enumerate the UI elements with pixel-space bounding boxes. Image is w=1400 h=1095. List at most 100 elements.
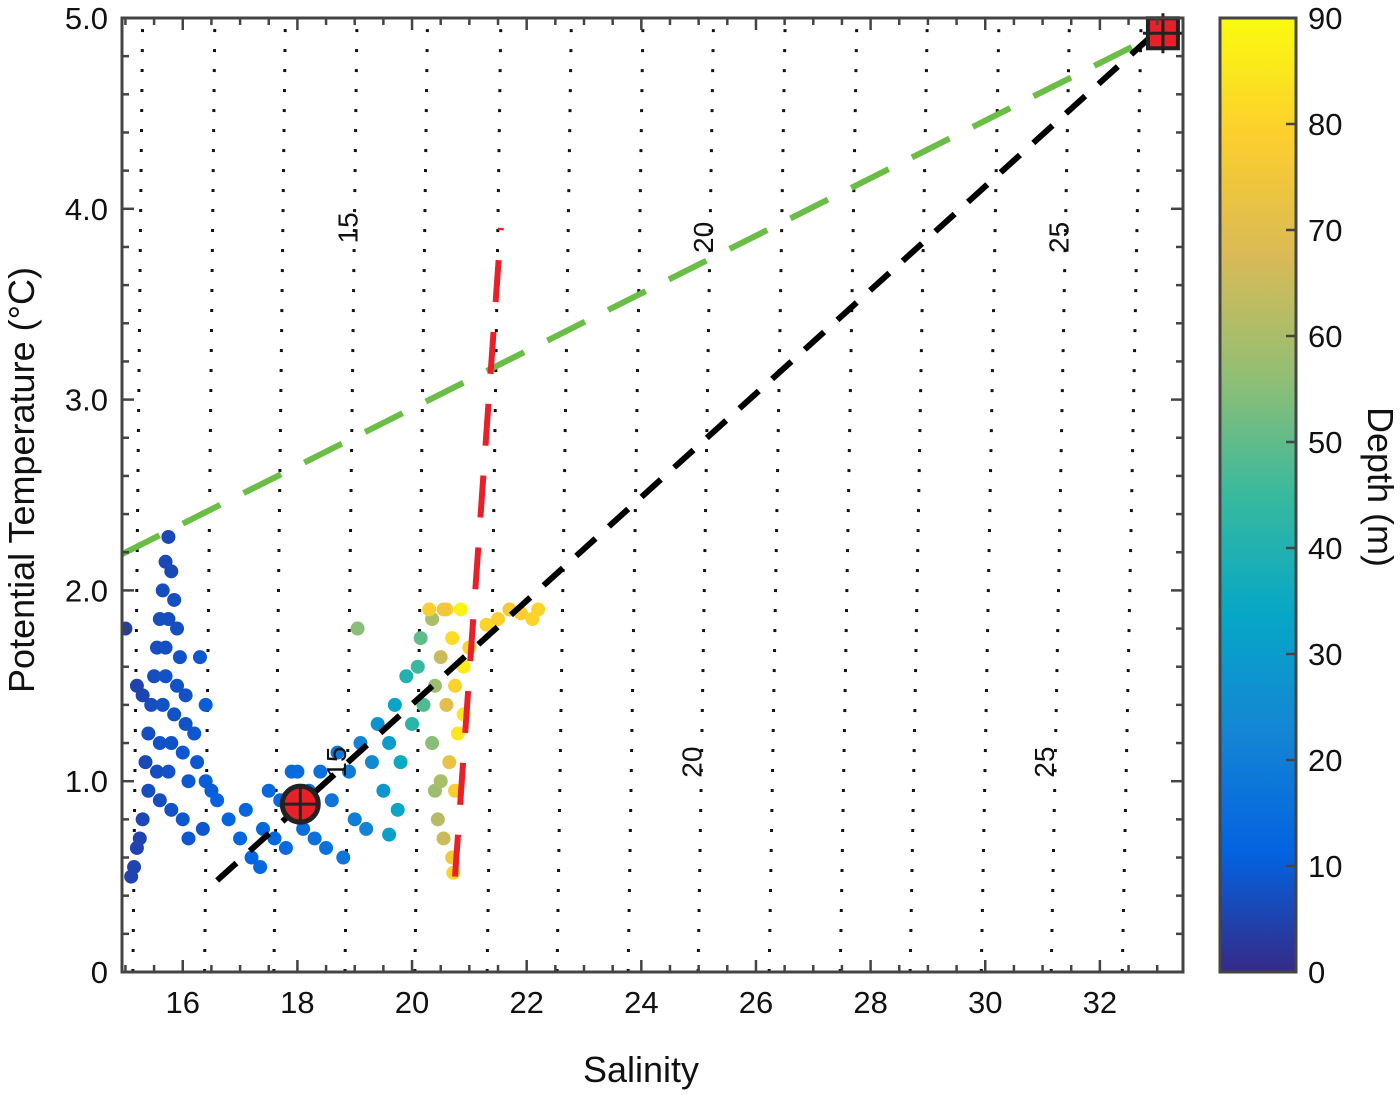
data-point <box>161 764 176 779</box>
contour-label: 25 <box>1043 222 1074 253</box>
data-point <box>158 669 173 684</box>
data-point <box>393 755 408 770</box>
data-point <box>172 650 187 665</box>
data-point <box>167 707 182 722</box>
colorbar: 0 10 20 30 40 50 60 70 80 90 <box>1218 1 1342 990</box>
data-point <box>439 697 454 712</box>
density-contour-line <box>838 18 859 972</box>
colorbar-tick-label: 40 <box>1308 531 1342 566</box>
y-tick-label: 5.0 <box>65 1 108 36</box>
data-point <box>161 529 176 544</box>
data-point <box>210 793 225 808</box>
colorbar-tick-label: 30 <box>1308 637 1342 672</box>
data-point <box>164 736 179 751</box>
data-point <box>442 755 457 770</box>
data-point <box>221 812 236 827</box>
data-point <box>491 612 506 627</box>
data-point <box>387 697 402 712</box>
density-contour-line <box>696 18 716 972</box>
data-point <box>152 736 167 751</box>
y-tick-label: 3.0 <box>65 383 108 418</box>
contour-label: 20 <box>677 747 708 778</box>
contour-label: 20 <box>688 222 719 253</box>
data-point <box>238 802 253 817</box>
axes: 16 18 20 22 24 26 28 30 32 0 1.0 2.0 3.0 4.0 5.0 <box>65 1 1183 1020</box>
plot-frame <box>120 16 1185 974</box>
data-point <box>175 812 190 827</box>
x-tick-label: 26 <box>739 985 773 1020</box>
colorbar-label: Depth (m) <box>1360 407 1400 567</box>
data-point <box>422 602 437 617</box>
data-point <box>181 774 196 789</box>
data-point <box>479 617 494 632</box>
data-point <box>413 631 428 646</box>
data-point <box>135 688 150 703</box>
data-point <box>399 669 414 684</box>
data-point <box>313 764 328 779</box>
data-point <box>405 716 420 731</box>
data-point <box>178 716 193 731</box>
data-point <box>155 697 170 712</box>
data-point <box>416 697 431 712</box>
x-tick-label: 22 <box>509 985 543 1020</box>
data-point <box>376 783 391 798</box>
density-contour-line <box>1120 18 1143 972</box>
data-point <box>425 736 440 751</box>
data-point <box>141 726 156 741</box>
density-contour-line <box>555 18 573 972</box>
data-point <box>453 602 468 617</box>
x-tick-label: 24 <box>624 985 658 1020</box>
data-point <box>149 764 164 779</box>
data-point <box>233 831 248 846</box>
x-tick-label: 18 <box>280 985 314 1020</box>
data-point <box>253 860 268 875</box>
mixing-lines <box>122 18 1174 883</box>
data-point <box>448 678 463 693</box>
data-point <box>445 631 460 646</box>
endmember-markers <box>279 13 1183 825</box>
density-contours <box>131 18 1143 972</box>
density-contour-line <box>767 18 787 972</box>
data-point <box>364 755 379 770</box>
data-point <box>382 827 397 842</box>
data-point <box>190 755 205 770</box>
y-tick-label: 1.0 <box>65 764 108 799</box>
colorbar-tick-label: 60 <box>1308 319 1342 354</box>
data-point <box>370 716 385 731</box>
data-point <box>158 640 173 655</box>
data-point <box>152 793 167 808</box>
colorbar-tick-label: 0 <box>1308 955 1325 990</box>
data-point <box>132 831 147 846</box>
data-point <box>436 831 451 846</box>
data-point <box>390 802 405 817</box>
colorbar-tick-label: 20 <box>1308 743 1342 778</box>
data-point <box>161 612 176 627</box>
data-point <box>531 602 546 617</box>
data-point <box>436 602 451 617</box>
data-point <box>330 745 345 760</box>
data-point <box>141 783 156 798</box>
x-tick-label: 28 <box>853 985 887 1020</box>
data-point <box>296 821 311 836</box>
x-tick-label: 16 <box>166 985 200 1020</box>
data-point <box>178 688 193 703</box>
data-point <box>359 821 374 836</box>
data-point <box>341 764 356 779</box>
data-point <box>244 850 259 865</box>
colorbar-gradient <box>1218 16 1298 974</box>
contour-label: 25 <box>1029 747 1060 778</box>
y-tick-label: 2.0 <box>65 573 108 608</box>
density-contour-line <box>1049 18 1072 972</box>
data-point <box>430 812 445 827</box>
data-point <box>198 697 213 712</box>
data-point <box>450 726 465 741</box>
scatter-points <box>122 529 546 884</box>
contour-label: 15 <box>321 747 352 778</box>
data-point <box>155 583 170 598</box>
x-axis-label: Salinity <box>583 1049 699 1090</box>
data-point <box>164 564 179 579</box>
data-point <box>324 793 339 808</box>
density-contour-line <box>131 18 145 972</box>
colorbar-tick-label: 90 <box>1308 1 1342 36</box>
